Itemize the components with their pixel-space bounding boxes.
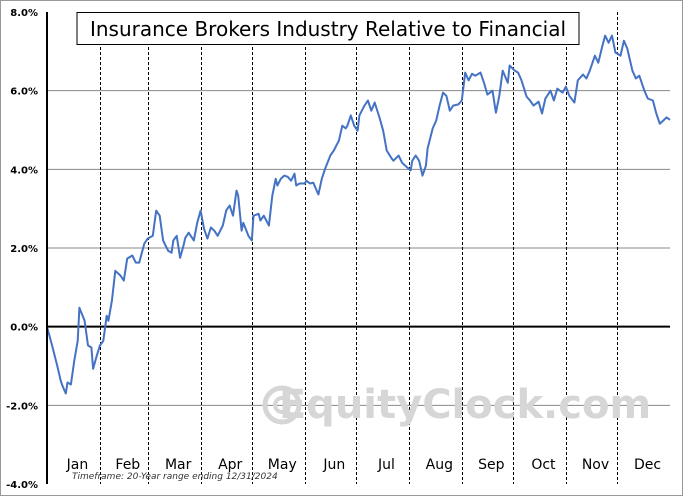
footnote: Timeframe: 20-Year range ending 12/31/20… (72, 472, 278, 482)
x-tick-label: Jul (377, 457, 395, 473)
x-tick-label: Jun (322, 457, 345, 473)
x-tick-label: Mar (165, 457, 192, 473)
series-line (46, 34, 671, 395)
x-tick-label: Sep (478, 457, 505, 473)
title-box (76, 12, 580, 45)
watermark-logo-icon (262, 385, 302, 425)
x-tick-label: Dec (634, 457, 661, 473)
chart-title: Insurance Brokers Industry Relative to F… (90, 17, 566, 41)
y-tick-label: 8.0% (10, 8, 38, 19)
y-tick-label: 4.0% (10, 165, 38, 176)
watermark: EquityClock.com (279, 382, 651, 428)
x-tick-label: Apr (218, 457, 242, 473)
y-tick-label: -4.0% (6, 480, 38, 491)
x-tick-label: Aug (426, 457, 453, 473)
y-tick-label: 2.0% (10, 244, 38, 255)
y-tick-label: -2.0% (6, 401, 38, 412)
x-tick-label: Oct (531, 457, 556, 473)
y-tick-label: 0.0% (10, 323, 38, 334)
x-tick-label: May (268, 457, 297, 473)
y-tick-label: 6.0% (10, 87, 38, 98)
x-tick-label: Jan (66, 457, 89, 473)
x-tick-label: Feb (115, 457, 140, 473)
x-tick-label: Nov (582, 457, 609, 473)
